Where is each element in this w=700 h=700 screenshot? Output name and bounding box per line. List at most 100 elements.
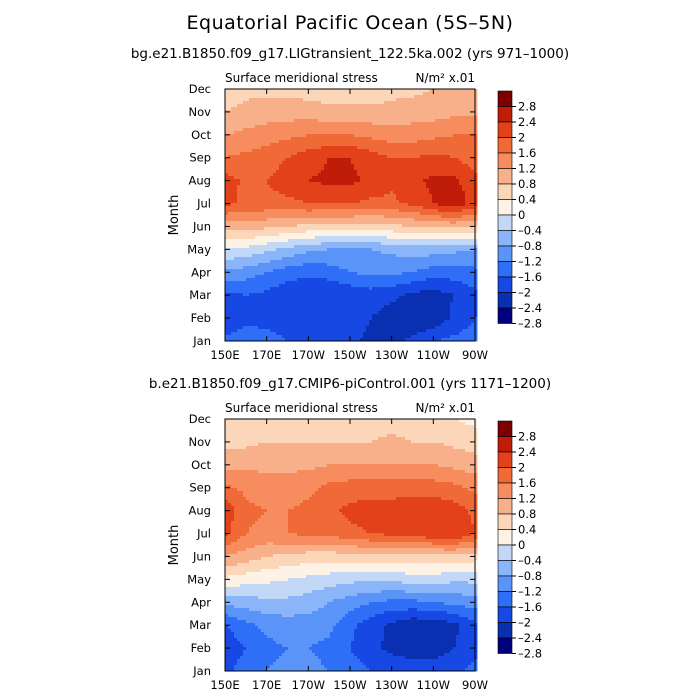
field-cell bbox=[291, 104, 295, 108]
field-cell bbox=[279, 212, 283, 216]
field-cell bbox=[258, 176, 262, 180]
field-cell bbox=[450, 260, 454, 264]
field-cell bbox=[465, 89, 469, 93]
field-cell bbox=[315, 137, 319, 141]
field-cell bbox=[330, 107, 334, 111]
field-cell bbox=[396, 185, 400, 189]
field-cell bbox=[306, 134, 310, 138]
field-cell bbox=[354, 209, 358, 213]
field-cell bbox=[357, 164, 361, 168]
field-cell bbox=[342, 146, 346, 150]
field-cell bbox=[432, 227, 436, 231]
field-cell bbox=[303, 116, 307, 120]
field-cell bbox=[315, 92, 319, 96]
field-cell bbox=[426, 95, 430, 99]
field-cell bbox=[375, 194, 379, 198]
field-cell bbox=[468, 101, 472, 105]
field-cell bbox=[411, 149, 415, 153]
field-cell bbox=[381, 263, 385, 267]
field-cell bbox=[294, 110, 298, 114]
field-cell bbox=[240, 266, 244, 270]
field-cell bbox=[309, 188, 313, 192]
field-cell bbox=[246, 146, 250, 150]
field-cell bbox=[336, 167, 340, 171]
field-cell bbox=[327, 179, 331, 183]
field-cell bbox=[453, 95, 457, 99]
field-cell bbox=[378, 188, 382, 192]
field-cell bbox=[435, 236, 439, 240]
field-cell bbox=[429, 149, 433, 153]
field-cell bbox=[366, 248, 370, 252]
field-cell bbox=[270, 167, 274, 171]
field-cell bbox=[231, 203, 235, 207]
field-cell bbox=[261, 131, 265, 135]
field-cell bbox=[246, 98, 250, 102]
field-cell bbox=[378, 113, 382, 117]
field-cell bbox=[345, 158, 349, 162]
field-cell bbox=[369, 137, 373, 141]
field-cell bbox=[303, 152, 307, 156]
field-cell bbox=[231, 251, 235, 255]
field-cell bbox=[342, 134, 346, 138]
field-cell bbox=[312, 260, 316, 264]
field-cell bbox=[255, 128, 259, 132]
field-cell bbox=[306, 167, 310, 171]
field-cell bbox=[426, 179, 430, 183]
field-cell bbox=[297, 173, 301, 177]
field-cell bbox=[357, 194, 361, 198]
field-cell bbox=[228, 209, 232, 213]
field-cell bbox=[291, 89, 295, 93]
field-cell bbox=[252, 167, 256, 171]
field-cell bbox=[435, 221, 439, 225]
field-cell bbox=[414, 182, 418, 186]
field-cell bbox=[429, 134, 433, 138]
field-cell bbox=[345, 107, 349, 111]
field-cell bbox=[417, 194, 421, 198]
field-cell bbox=[249, 176, 253, 180]
field-cell bbox=[300, 245, 304, 249]
field-cell bbox=[369, 107, 373, 111]
field-cell bbox=[435, 257, 439, 261]
field-cell bbox=[291, 128, 295, 132]
field-cell bbox=[411, 224, 415, 228]
field-cell bbox=[228, 107, 232, 111]
field-cell bbox=[471, 191, 475, 195]
field-cell bbox=[294, 242, 298, 246]
field-cell bbox=[288, 95, 292, 99]
field-cell bbox=[321, 257, 325, 261]
field-cell bbox=[369, 101, 373, 105]
field-cell bbox=[300, 194, 304, 198]
field-cell bbox=[324, 230, 328, 234]
field-cell bbox=[450, 137, 454, 141]
field-cell bbox=[462, 209, 466, 213]
field-cell bbox=[264, 143, 268, 147]
field-cell bbox=[366, 257, 370, 261]
field-cell bbox=[243, 110, 247, 114]
field-cell bbox=[288, 140, 292, 144]
field-cell bbox=[225, 236, 229, 240]
field-cell bbox=[402, 230, 406, 234]
field-cell bbox=[471, 194, 475, 198]
field-cell bbox=[243, 233, 247, 237]
field-cell bbox=[393, 107, 397, 111]
field-cell bbox=[306, 209, 310, 213]
field-cell bbox=[342, 89, 346, 93]
field-cell bbox=[273, 212, 277, 216]
field-cell bbox=[357, 143, 361, 147]
field-cell bbox=[474, 263, 478, 267]
field-cell bbox=[414, 242, 418, 246]
field-cell bbox=[252, 140, 256, 144]
field-cell bbox=[297, 140, 301, 144]
field-cell bbox=[264, 224, 268, 228]
field-cell bbox=[258, 101, 262, 105]
field-cell bbox=[375, 107, 379, 111]
field-cell bbox=[447, 134, 451, 138]
field-cell bbox=[261, 149, 265, 153]
field-cell bbox=[234, 257, 238, 261]
field-cell bbox=[468, 92, 472, 96]
field-cell bbox=[366, 98, 370, 102]
field-cell bbox=[351, 215, 355, 219]
field-cell bbox=[324, 146, 328, 150]
field-cell bbox=[225, 263, 229, 267]
field-cell bbox=[261, 110, 265, 114]
